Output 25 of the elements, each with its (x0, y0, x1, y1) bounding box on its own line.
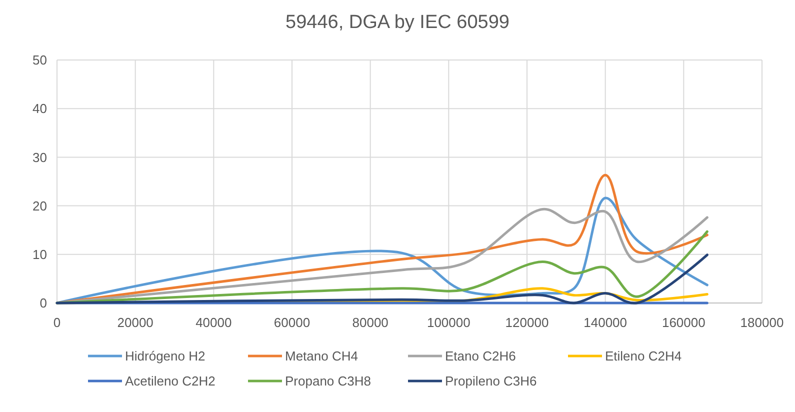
x-tick-label: 120000 (505, 315, 549, 330)
y-tick-label: 20 (32, 198, 47, 214)
legend-label: Etano C2H6 (445, 348, 516, 364)
legend-label: Metano CH4 (285, 348, 358, 364)
x-tick-label: 80000 (352, 315, 388, 330)
legend-label: Etileno C2H4 (605, 348, 682, 364)
x-tick-label: 100000 (426, 315, 470, 330)
x-tick-label: 160000 (662, 315, 706, 330)
x-tick-label: 0 (53, 315, 61, 330)
y-tick-label: 40 (32, 101, 47, 116)
chart-title: 59446, DGA by IEC 60599 (286, 12, 510, 33)
x-tick-label: 60000 (274, 315, 310, 330)
legend-label: Propileno C3H6 (445, 374, 537, 389)
legend-label: Propano C3H8 (285, 374, 371, 389)
legend-label: Hidrógeno H2 (125, 348, 206, 364)
y-tick-label: 50 (32, 52, 47, 68)
legend-label: Acetileno C2H2 (125, 374, 216, 389)
x-tick-label: 40000 (196, 315, 232, 330)
x-tick-label: 20000 (117, 315, 154, 330)
y-tick-label: 0 (40, 296, 47, 311)
x-tick-label: 140000 (584, 315, 628, 330)
x-tick-label: 180000 (740, 315, 784, 330)
line-series (56, 254, 708, 304)
y-tick-label: 10 (32, 246, 47, 262)
y-tick-label: 30 (32, 150, 47, 165)
